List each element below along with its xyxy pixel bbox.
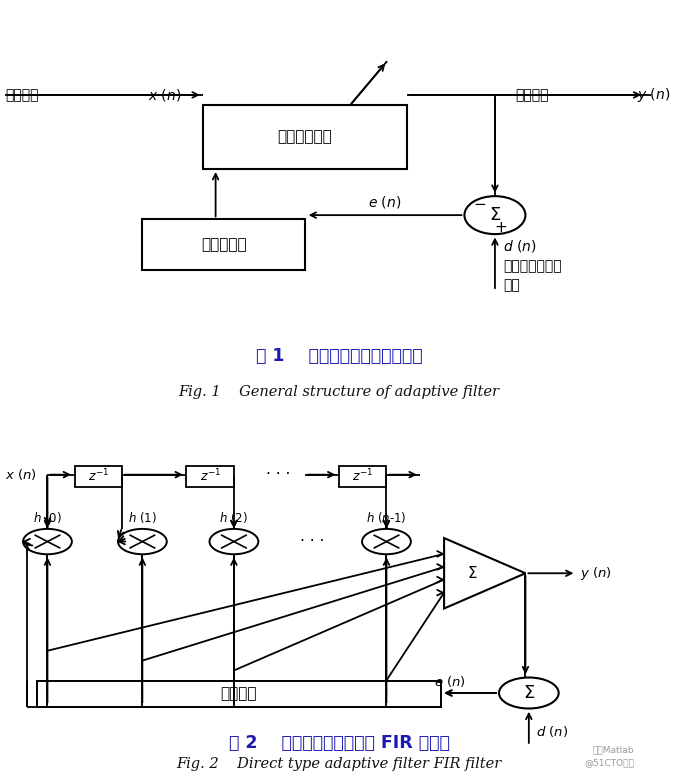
Text: $z^{-1}$: $z^{-1}$ [87, 468, 109, 485]
Text: $h$ (2): $h$ (2) [220, 509, 248, 525]
Text: $d$ ($n$): $d$ ($n$) [536, 724, 567, 739]
Text: 输出信号: 输出信号 [515, 88, 549, 102]
Text: @51CTO博客: @51CTO博客 [584, 758, 634, 767]
Text: · · ·: · · · [300, 534, 324, 549]
Bar [339, 466, 386, 487]
Text: Fig. 2    Direct type adaptive filter FIR filter: Fig. 2 Direct type adaptive filter FIR f… [176, 757, 502, 771]
Bar [186, 466, 234, 487]
Text: $e$ ($n$): $e$ ($n$) [433, 674, 466, 689]
Text: 天天Matlab: 天天Matlab [593, 745, 634, 755]
Text: $x$ ($n$): $x$ ($n$) [5, 467, 37, 482]
Bar [75, 466, 122, 487]
Text: Σ: Σ [523, 684, 534, 702]
Bar [142, 219, 305, 270]
Text: $y$ ($n$): $y$ ($n$) [637, 86, 671, 104]
Text: $h$ ($n$-1): $h$ ($n$-1) [366, 509, 407, 525]
Text: −: − [474, 197, 486, 212]
Text: 系数调节: 系数调节 [221, 687, 257, 701]
Text: $h$ (1): $h$ (1) [128, 509, 157, 525]
Text: 自适应算法: 自适应算法 [201, 237, 247, 252]
Circle shape [362, 529, 411, 554]
Text: 自适应处理器: 自适应处理器 [278, 129, 332, 145]
Text: $y$ ($n$): $y$ ($n$) [580, 565, 612, 582]
Circle shape [499, 677, 559, 708]
Bar [37, 680, 441, 707]
Text: 输入信号: 输入信号 [5, 88, 39, 102]
Text: $d$ ($n$): $d$ ($n$) [503, 238, 537, 254]
Text: 参考信号或期望: 参考信号或期望 [503, 259, 561, 272]
Polygon shape [444, 538, 525, 608]
Circle shape [464, 196, 525, 234]
Text: 信号: 信号 [503, 278, 520, 292]
Text: $e$ ($n$): $e$ ($n$) [368, 194, 401, 210]
Circle shape [210, 529, 258, 554]
Text: · · ·: · · · [266, 467, 290, 482]
Circle shape [23, 529, 72, 554]
Text: Fig. 1    General structure of adaptive filter: Fig. 1 General structure of adaptive fil… [178, 385, 500, 399]
Text: 图 1    自适应滤波器的一般结构: 图 1 自适应滤波器的一般结构 [256, 348, 422, 365]
Bar [203, 105, 407, 169]
Text: $h$ (0): $h$ (0) [33, 509, 62, 525]
Text: $x$ ($n$): $x$ ($n$) [148, 87, 181, 103]
Text: Σ: Σ [490, 206, 500, 224]
Text: +: + [494, 221, 506, 235]
Text: $z^{-1}$: $z^{-1}$ [352, 468, 374, 485]
Text: $z^{-1}$: $z^{-1}$ [199, 468, 221, 485]
Text: 图 2    直接型自适应滤波器 FIR 滤波器: 图 2 直接型自适应滤波器 FIR 滤波器 [228, 734, 450, 752]
Text: Σ: Σ [468, 566, 477, 580]
Circle shape [118, 529, 167, 554]
